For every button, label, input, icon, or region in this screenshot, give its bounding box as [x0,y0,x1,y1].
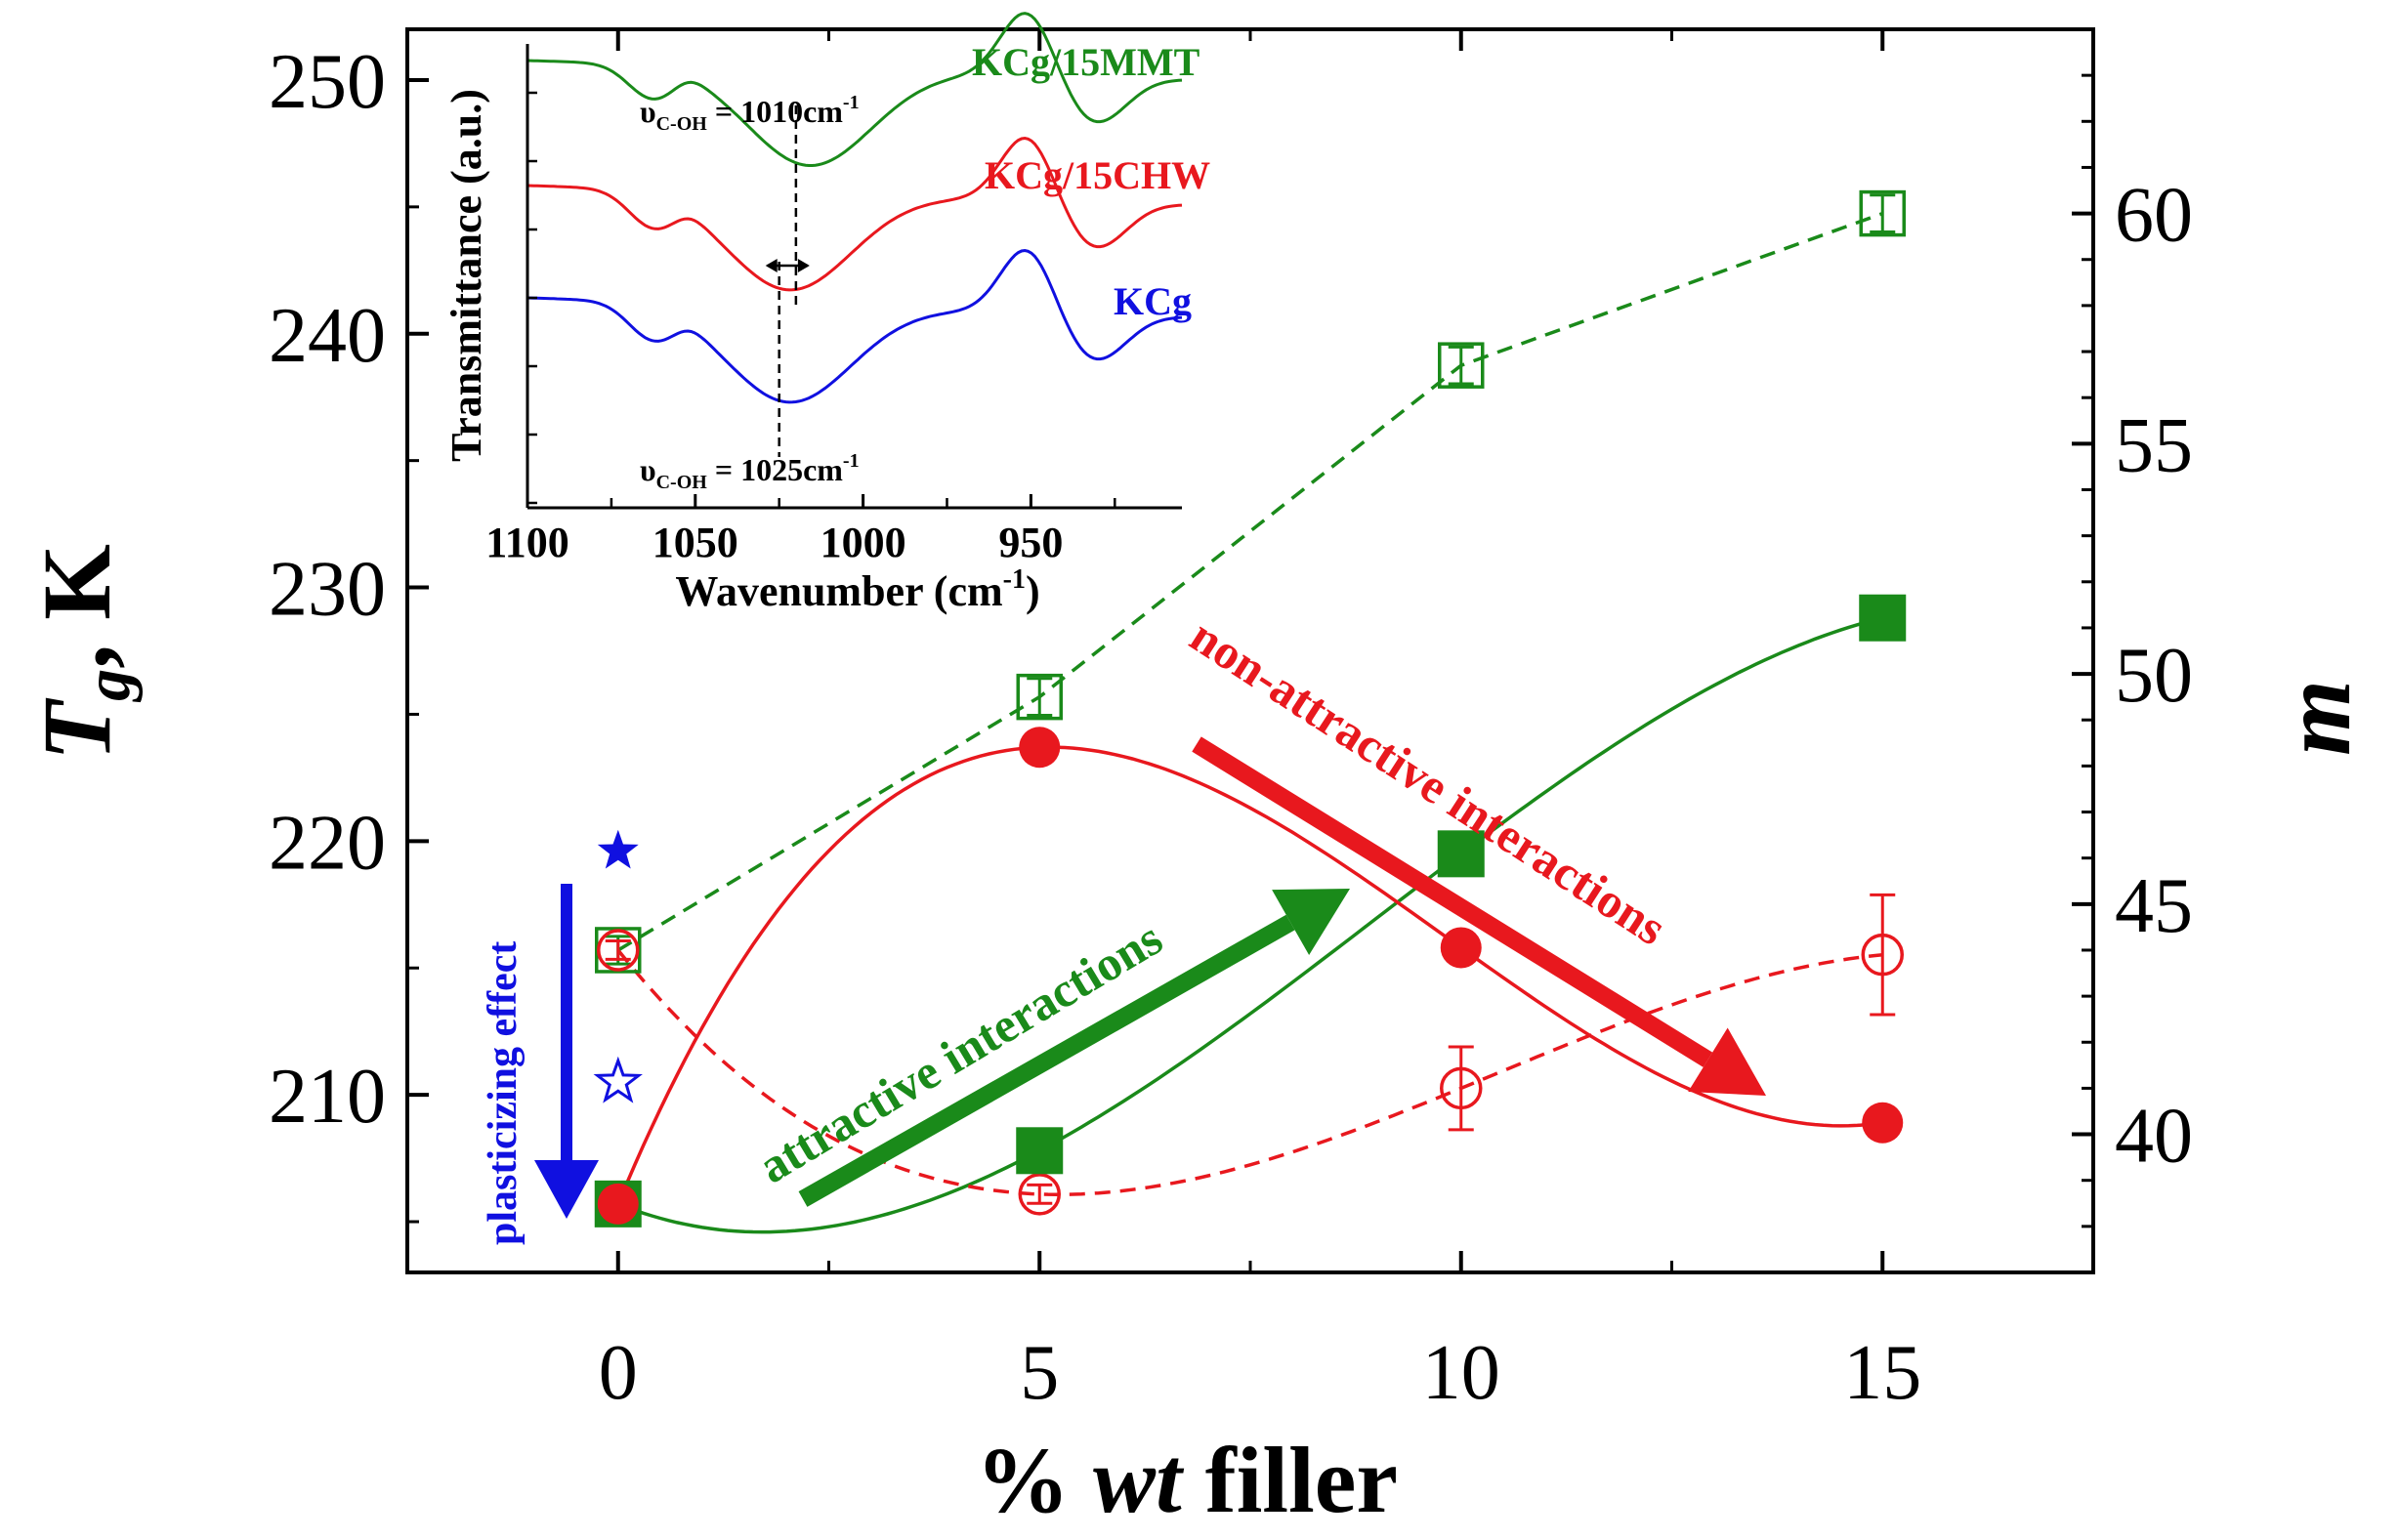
filled-circle-mark [597,1183,639,1225]
open-square-mark [1016,673,1063,721]
filled-circle-mark [1019,727,1061,769]
inset-shift-arrow-head-left [765,259,778,272]
peak-bottom-sub: C-OH [656,472,708,493]
y-left-tick-label: 210 [269,1054,386,1140]
x-title-filler: filler [1205,1428,1398,1532]
inset-x-tick-label: 1100 [485,519,569,566]
y-right-tick-label: 60 [2115,173,2193,259]
peak-bottom-symbol: υ [640,452,656,487]
inset-x-title: Wavenumber (cm-1) [675,564,1039,615]
y-left-title-T: T [22,697,131,761]
inset-peak-bottom-label: υC-OH = 1025cm-1 [640,450,860,493]
x-title-wt: wt [1093,1428,1185,1532]
filled-circle-mark [1862,1102,1904,1144]
open-square-mark [1859,189,1906,237]
filled-circle-mark [1440,927,1482,969]
y-right-tick-label: 55 [2115,402,2193,488]
fit-curve [616,745,1883,1205]
open-star-mark [593,1056,643,1103]
peak-bottom-sup: -1 [843,450,860,472]
fit-curve [616,948,1883,1196]
y-right-tick-label: 50 [2115,633,2193,719]
inset-x-title-main: Wavenumber (cm [675,567,1002,615]
fit-curves [616,211,1883,1234]
inset-x-tick-label: 950 [998,519,1063,566]
x-tick-label: 0 [599,1330,638,1416]
open-circle-mark [597,929,640,972]
y-left-tick-label: 240 [269,293,386,379]
filled-star-mark [597,829,639,869]
open-square-mark [1438,342,1485,389]
attractive-arrow-shaft [798,914,1295,1207]
attractive-interactions-label: attractive interactions [749,910,1171,1193]
axis-ticks: 0 5 10 15 210 220 230 240 250 40 45 50 55 60 [269,29,2193,1416]
open-circle-mark [1861,933,1904,977]
plasticizing-arrow-head [534,1160,599,1219]
inset-spectra [526,12,1183,457]
open-square-mark [595,927,642,974]
inset-legend-chw: KCg/15CHW [985,153,1210,197]
inset-legend-mmt: KCg/15MMT [972,40,1200,84]
ftir-inset: 1100 1050 1000 950 Transmittance (a.u.) Wav… [442,12,1210,615]
y-left-axis-title: Tg, K [22,544,144,761]
open-circle-mark [1018,1173,1061,1216]
peak-bottom-text: = 1025cm [707,452,843,487]
inset-spectrum-curve [526,12,1183,167]
inset-x-title-end: ) [1026,567,1040,615]
attractive-arrow-head [1272,889,1350,956]
inset-spectrum-curve [526,248,1183,404]
fit-curve [617,616,1883,1234]
y-right-tick-label: 45 [2115,863,2193,949]
filled-square-mark [1437,830,1485,878]
main-plot: 0 5 10 15 210 220 230 240 250 40 45 50 55 60 plastici… [22,27,2371,1532]
plasticizing-effect-label: plasticizing effect [481,941,526,1245]
inset-y-title: Transmittance (a.u.) [442,89,490,462]
peak-top-symbol: υ [640,94,656,129]
y-right-axis-title: m [2262,680,2371,756]
y-left-tick-label: 220 [269,800,386,886]
data-marks [593,189,1907,1228]
peak-top-sup: -1 [843,92,860,113]
y-right-tick-label: 40 [2115,1094,2193,1180]
y-left-title-sub: g [72,669,144,703]
y-left-title-K: , K [22,544,131,669]
inset-shift-arrow-head-right [797,259,810,272]
peak-top-text: = 1010cm [707,94,843,129]
x-tick-label: 5 [1020,1330,1059,1416]
y-left-tick-label: 250 [269,39,386,125]
inset-x-title-sup: -1 [1003,564,1026,595]
non-attractive-arrow-head [1688,1027,1766,1096]
filled-square-mark [1859,594,1907,642]
non-attractive-arrow-shaft [1192,736,1713,1067]
filled-square-mark [1016,1127,1064,1175]
inset-x-tick-label: 1000 [821,519,906,566]
inset-spectrum-curve [526,136,1183,292]
x-axis-title: % wt filler [976,1428,1398,1532]
inset-peak-top-label: υC-OH = 1010cm-1 [640,92,860,135]
peak-top-sub: C-OH [656,113,708,135]
open-circle-mark [1440,1066,1483,1110]
inset-x-tick-label: 1050 [652,519,738,566]
inset-ticks: 1100 1050 1000 950 [485,91,1116,566]
inset-legend-kcg: KCg [1114,279,1192,323]
y-left-tick-label: 230 [269,547,386,633]
annotation-arrows [534,736,1766,1219]
x-title-percent: % [976,1428,1070,1532]
fit-curve [616,211,1883,952]
x-tick-label: 15 [1843,1330,1921,1416]
x-tick-label: 10 [1422,1330,1500,1416]
